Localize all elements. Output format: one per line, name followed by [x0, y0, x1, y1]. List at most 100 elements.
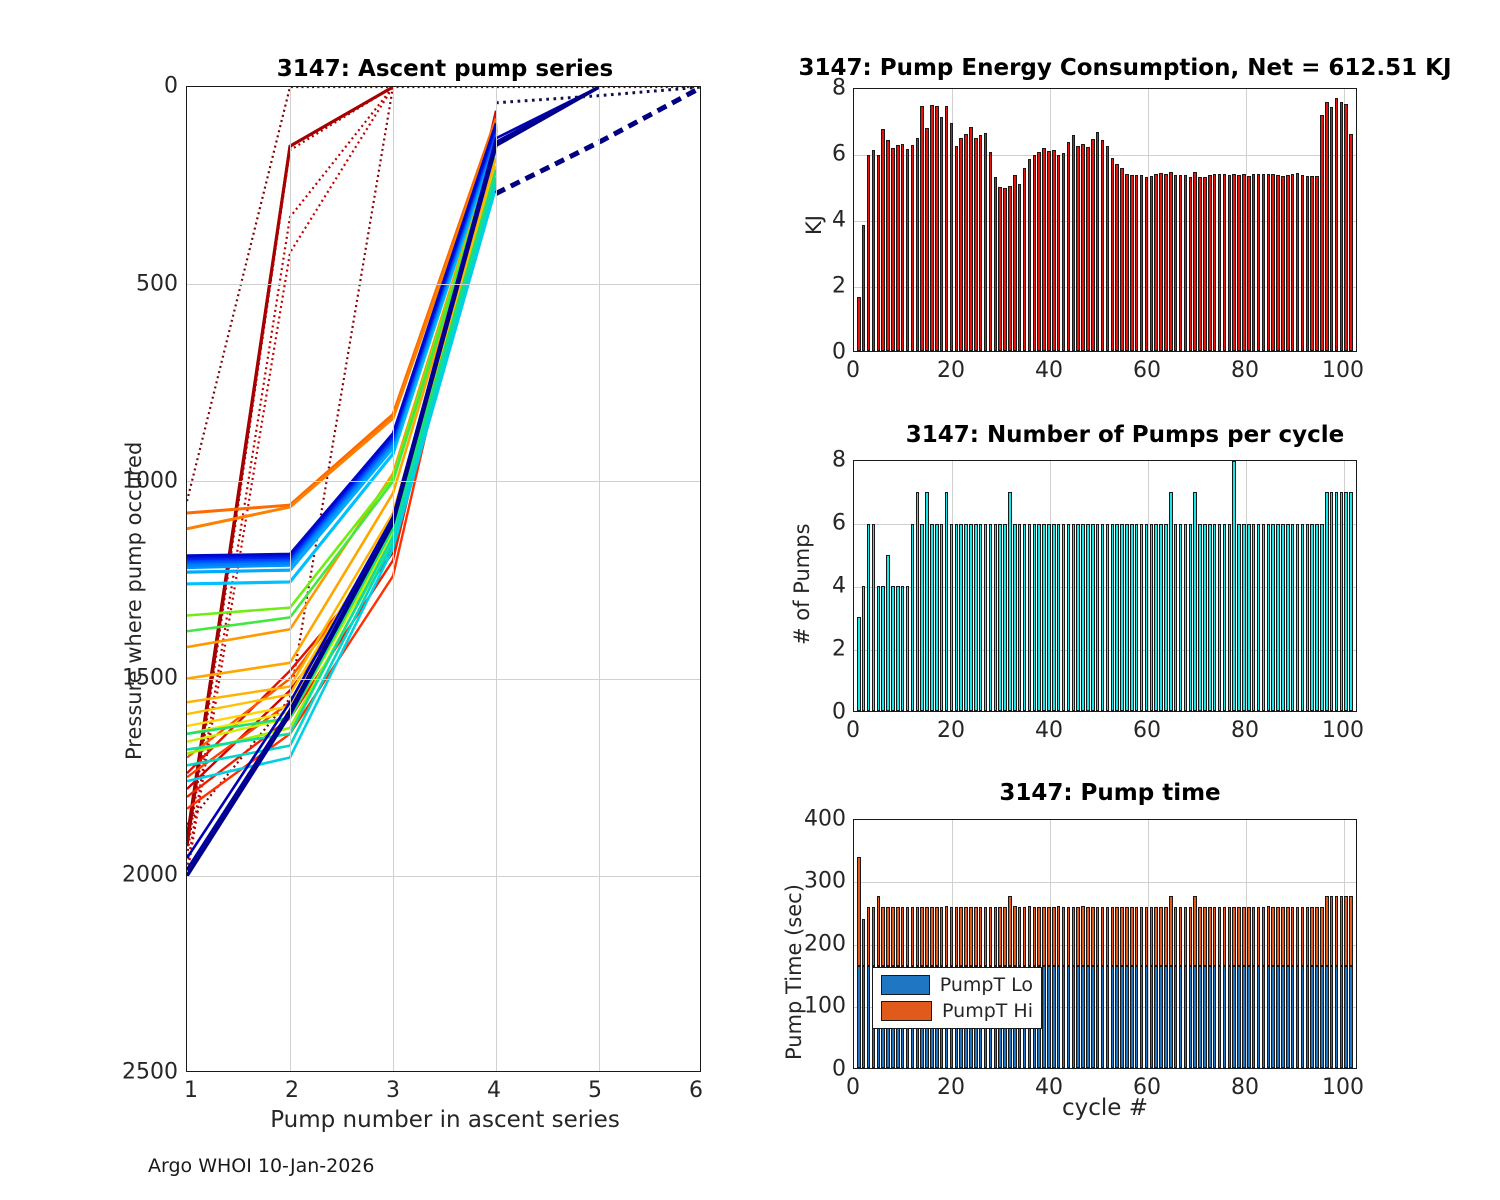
bar-pumpt-lo	[1344, 965, 1348, 1068]
pumptime-axes: PumpT Lo PumpT Hi	[853, 819, 1357, 1069]
bar-pumpt-hi	[1315, 906, 1319, 966]
legend-swatch-pumpt-lo	[881, 975, 930, 995]
energy-ytick-8: 8	[832, 75, 846, 101]
bar-pumpt-hi	[876, 895, 881, 966]
pumptime-gridline-x80	[1246, 820, 1247, 1068]
bar	[886, 554, 890, 711]
bar	[1066, 523, 1071, 711]
pumps-ytick-2: 2	[832, 636, 846, 662]
bar	[1003, 187, 1007, 351]
bar-pumpt-lo	[1047, 965, 1051, 1068]
bar	[1349, 492, 1353, 711]
bar-pumpt-hi	[1139, 906, 1144, 966]
pumptime-gridline-y200	[854, 945, 1356, 946]
bar	[1081, 144, 1085, 351]
bar-pumpt-lo	[1173, 965, 1178, 1068]
bar	[1095, 132, 1100, 351]
bar-pumpt-hi	[1212, 906, 1217, 966]
pumps-xtick-20: 20	[937, 718, 965, 743]
ascent-series-line	[187, 118, 498, 515]
bar	[1052, 149, 1056, 351]
bar-pumpt-lo	[1164, 965, 1168, 1068]
pumps-ytick-0: 0	[832, 699, 846, 725]
bar-pumpt-lo	[1149, 965, 1154, 1068]
bar-pumpt-hi	[857, 857, 861, 966]
pumps-xtick-80: 80	[1231, 718, 1259, 743]
bar	[959, 138, 963, 351]
energy-ytick-4: 4	[832, 207, 846, 233]
bar	[1208, 523, 1212, 711]
figure-footer: Argo WHOI 10-Jan-2026	[148, 1155, 375, 1177]
bar	[1105, 146, 1110, 351]
bar	[1310, 175, 1314, 351]
bar	[1003, 523, 1007, 711]
bar	[1139, 174, 1144, 351]
bar-pumpt-hi	[1300, 906, 1305, 966]
bar	[1066, 142, 1071, 351]
bar	[1329, 107, 1334, 351]
bar	[1222, 523, 1227, 711]
bar-pumpt-lo	[1334, 965, 1339, 1068]
ascent-series-line	[187, 123, 498, 531]
bar	[935, 523, 939, 711]
bar	[1290, 173, 1295, 351]
bar	[1071, 134, 1076, 351]
bar-pumpt-lo	[1134, 965, 1139, 1068]
bar	[1095, 523, 1100, 711]
bar	[1271, 523, 1275, 711]
bar-pumpt-lo	[1193, 965, 1197, 1068]
bar-pumpt-lo	[1130, 965, 1134, 1068]
bar	[1276, 523, 1280, 711]
bar-pumpt-hi	[925, 906, 929, 966]
bar-pumpt-lo	[1115, 965, 1119, 1068]
bar	[1242, 174, 1246, 351]
bar-pumpt-lo	[1198, 965, 1202, 1068]
ascent-ytick-500: 500	[136, 271, 178, 297]
bar	[925, 127, 929, 351]
bar	[1295, 523, 1300, 711]
bar	[866, 154, 871, 351]
bar-pumpt-hi	[1242, 906, 1246, 966]
bar	[974, 137, 978, 351]
legend-row-pumpt-hi[interactable]: PumpT Hi	[881, 1000, 1033, 1022]
bar	[886, 139, 890, 351]
bar	[915, 138, 920, 351]
ascent-gridline-y1500	[187, 679, 700, 680]
bar-pumpt-hi	[1105, 906, 1110, 966]
bar-pumpt-hi	[1329, 895, 1334, 966]
bar	[1217, 523, 1222, 711]
bar-pumpt-hi	[1081, 906, 1085, 966]
ascent-xtick-3: 3	[386, 1078, 400, 1103]
bar-pumpt-hi	[1334, 895, 1339, 966]
bar	[1310, 523, 1314, 711]
pumptime-gridline-x60	[1148, 820, 1149, 1068]
ascent-series-line	[187, 149, 498, 633]
bar	[1037, 523, 1041, 711]
bar-pumpt-hi	[1042, 906, 1046, 966]
energy-xtick-20: 20	[937, 358, 965, 383]
bar-pumpt-lo	[1300, 965, 1305, 1068]
bar-pumpt-hi	[1178, 906, 1183, 966]
bar	[910, 523, 915, 711]
bar	[949, 523, 954, 711]
bar-pumpt-hi	[1344, 895, 1348, 966]
bar	[1203, 523, 1207, 711]
bar	[1017, 183, 1022, 351]
bar	[1281, 523, 1285, 711]
bar-pumpt-hi	[1149, 906, 1154, 966]
bar	[1344, 492, 1348, 711]
bar	[1266, 523, 1271, 711]
bar	[1212, 523, 1217, 711]
pumptime-legend[interactable]: PumpT Lo PumpT Hi	[872, 967, 1042, 1029]
bar-pumpt-hi	[1061, 906, 1066, 966]
bar	[1344, 103, 1348, 351]
bar	[1193, 171, 1197, 351]
bar-pumpt-lo	[1276, 965, 1280, 1068]
bar-pumpt-hi	[871, 906, 876, 966]
bar	[1320, 114, 1324, 351]
pumptime-plot-title: 3147: Pump time	[999, 780, 1221, 806]
pumptime-xlabel: cycle #	[1061, 1095, 1149, 1121]
panel-pump-energy: 3147: Pump Energy Consumption, Net = 612…	[750, 0, 1500, 400]
legend-row-pumpt-lo[interactable]: PumpT Lo	[881, 974, 1033, 996]
bar-pumpt-hi	[974, 906, 978, 966]
